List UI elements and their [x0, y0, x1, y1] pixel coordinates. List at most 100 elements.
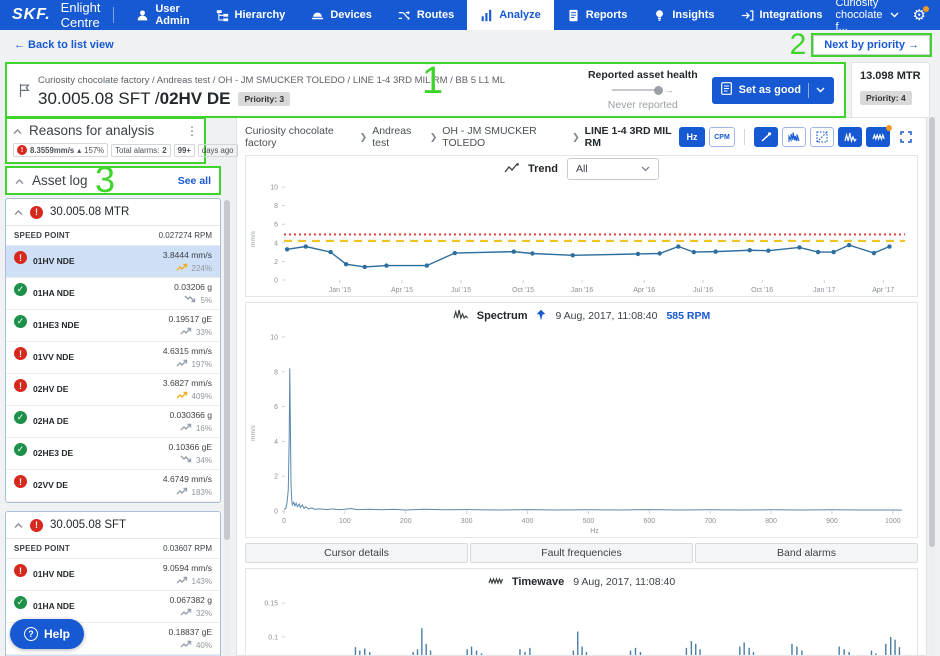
sidebar-scrollbar-thumb[interactable]	[224, 200, 230, 540]
tab-fault-frequencies[interactable]: Fault frequencies	[470, 543, 693, 563]
sensor-group-header[interactable]: ! 30.005.08 MTR	[6, 199, 220, 226]
trend-chart[interactable]: 0 2 4 6 8 10 mm/s Jan '15 Apr '15 Jul '15 Oct '15 J…	[246, 182, 917, 296]
trend-percent: 143%	[191, 576, 212, 586]
nav-item-analyze[interactable]: Analyze	[467, 0, 554, 30]
measurement-value: 3.6827 mm/s	[162, 378, 212, 388]
measurement-row[interactable]: ✓ 02HE3 DE 0.10366 gE 34%	[6, 438, 220, 470]
alarm-value-chip: ! 8.3559mm/s ▴ 157%	[13, 143, 109, 157]
svg-text:10: 10	[270, 335, 278, 342]
sensor-group-header[interactable]: ! 30.005.08 SFT	[6, 512, 220, 539]
pin-icon[interactable]	[536, 309, 546, 324]
measurement-row[interactable]: ✓ 02HA DE 0.030366 g 16%	[6, 406, 220, 438]
nav-item-label: Devices	[330, 9, 372, 21]
trend-filter-select[interactable]: All	[566, 158, 659, 180]
nav-item-integrations[interactable]: Integrations	[728, 0, 836, 30]
alarm-icon: !	[14, 475, 27, 488]
waterfall-view-button[interactable]	[810, 127, 834, 147]
fullscreen-icon[interactable]	[894, 127, 918, 147]
timewave-title: Timewave	[511, 576, 565, 588]
measurement-row[interactable]: ! 02HV DE 3.6827 mm/s 409%	[6, 374, 220, 406]
timewave-view-button[interactable]	[866, 125, 892, 147]
nav-item-devices[interactable]: Devices	[298, 0, 385, 30]
svg-text:Jan '15: Jan '15	[329, 287, 351, 294]
skf-logo: SKF.	[12, 6, 51, 23]
collapse-chevron-icon[interactable]	[13, 123, 22, 138]
spectra-overlay-button[interactable]	[782, 127, 806, 147]
svg-text:500: 500	[583, 518, 595, 525]
button-divider	[808, 82, 809, 98]
trend-view-button[interactable]	[754, 127, 778, 147]
nav-item-insights[interactable]: Insights	[640, 0, 727, 30]
collapse-chevron-icon[interactable]	[15, 172, 24, 190]
hz-unit-button[interactable]: Hz	[679, 127, 705, 147]
kebab-menu-icon[interactable]: ⋮	[186, 123, 198, 138]
notification-dot	[886, 125, 892, 131]
trend-title: Trend	[528, 163, 558, 175]
alarm-icon: !	[14, 379, 27, 392]
measurement-row[interactable]: ! 01HV NDE 9.0594 mm/s 143%	[6, 559, 220, 591]
health-slider[interactable]: →	[588, 83, 698, 97]
svg-text:6: 6	[274, 222, 278, 229]
help-button[interactable]: ? Help	[10, 619, 85, 649]
measurement-value: 0.19517 gE	[168, 314, 212, 324]
nav-item-label: User Admin	[155, 3, 190, 27]
breadcrumb-item[interactable]: OH - JM SMUCKER TOLEDO	[442, 125, 537, 149]
see-all-link[interactable]: See all	[177, 174, 211, 187]
measurement-label: 02HV DE	[33, 384, 69, 394]
speed-point-label: SPEED POINT	[14, 544, 70, 553]
toolbar-divider	[744, 129, 745, 145]
trend-chart-svg: 0 2 4 6 8 10 mm/s Jan '15 Apr '15 Jul '15 Oct '15 J…	[250, 185, 905, 294]
speed-point-row[interactable]: SPEED POINT 0.027274 RPM	[6, 226, 220, 246]
timewave-chart[interactable]: 0.15 0.1	[246, 595, 917, 655]
asset-breadcrumb: Curiosity chocolate factory / Andreas te…	[38, 75, 506, 86]
sidebar-scrollbar[interactable]	[224, 200, 230, 656]
breadcrumb-item[interactable]: Curiosity chocolate factory	[245, 125, 334, 149]
alarm-icon: !	[14, 251, 27, 264]
set-as-good-button[interactable]: Set as good	[711, 76, 834, 104]
flag-icon[interactable]	[19, 83, 30, 103]
nav-item-reports[interactable]: Reports	[554, 0, 641, 30]
nav-item-hierarchy[interactable]: Hierarchy	[203, 0, 299, 30]
nav-item-user-admin[interactable]: User Admin	[123, 0, 202, 30]
measurement-row[interactable]: ! 01VV NDE 4.6315 mm/s 197%	[6, 342, 220, 374]
total-alarms-count: 2	[162, 145, 167, 155]
measurement-row[interactable]: ✓ 01HA NDE 0.03206 g 5%	[6, 278, 220, 310]
trend-filter-value: All	[575, 163, 588, 175]
measurement-row[interactable]: ✓ 01HA NDE 0.067382 g 32%	[6, 591, 220, 623]
main-scrollbar-thumb[interactable]	[929, 117, 935, 547]
spectrum-view-button[interactable]	[838, 127, 862, 147]
svg-text:Jul '15: Jul '15	[451, 287, 471, 294]
svg-text:0.15: 0.15	[264, 601, 278, 608]
breadcrumb-item[interactable]: Andreas test	[372, 125, 412, 149]
priority-badge: Priority: 3	[238, 92, 291, 106]
measurement-row[interactable]: ! 01HV NDE 3.8444 mm/s 224%	[6, 246, 220, 278]
tab-band-alarms[interactable]: Band alarms	[695, 543, 918, 563]
svg-text:300: 300	[461, 518, 473, 525]
measurement-label: 02HA DE	[33, 416, 69, 426]
back-to-list-link[interactable]: ← Back to list view	[14, 39, 114, 51]
measurement-label: 02HE3 DE	[33, 448, 74, 458]
spectrum-chart[interactable]: 0 2 4 6 8 10 mm/s 0 100 200 300 400 500 600 700 800 900 1…	[246, 329, 917, 537]
trend-card: Trend All 0 2 4 6 8 10 mm/s Jan '15 Apr '15 Jul '…	[245, 155, 918, 297]
measurement-row[interactable]: ! 02VV DE 4.6749 mm/s 183%	[6, 470, 220, 502]
breadcrumb-item-current[interactable]: LINE 1-4 3RD MIL RM	[584, 125, 672, 149]
main-scrollbar[interactable]	[929, 117, 935, 656]
check-icon: ✓	[14, 411, 27, 424]
trend-arrow-icon	[184, 295, 197, 305]
related-asset-card[interactable]: 13.098 MTR Priority: 4	[851, 62, 930, 118]
gear-icon[interactable]: ⚙	[913, 5, 929, 23]
slider-knob[interactable]	[653, 85, 663, 95]
tab-cursor-details[interactable]: Cursor details	[245, 543, 468, 563]
cpm-unit-button[interactable]: CPM	[709, 127, 735, 147]
nav-item-routes[interactable]: Routes	[385, 0, 467, 30]
nav-item-label: Integrations	[759, 9, 823, 21]
measurement-row[interactable]: ✓ 01HE3 NDE 0.19517 gE 33%	[6, 310, 220, 342]
measurement-value: 0.10366 gE	[168, 442, 212, 452]
speed-point-row[interactable]: SPEED POINT 0.03607 RPM	[6, 539, 220, 559]
measurement-label: 01HE3 NDE	[33, 320, 80, 330]
alarm-icon: !	[17, 145, 27, 155]
svg-text:2: 2	[274, 474, 278, 481]
next-by-priority-button[interactable]: Next by priority →	[813, 35, 930, 55]
org-selector[interactable]: Curiosity chocolate f...	[835, 0, 899, 33]
spectrum-rpm[interactable]: 585 RPM	[666, 310, 711, 322]
